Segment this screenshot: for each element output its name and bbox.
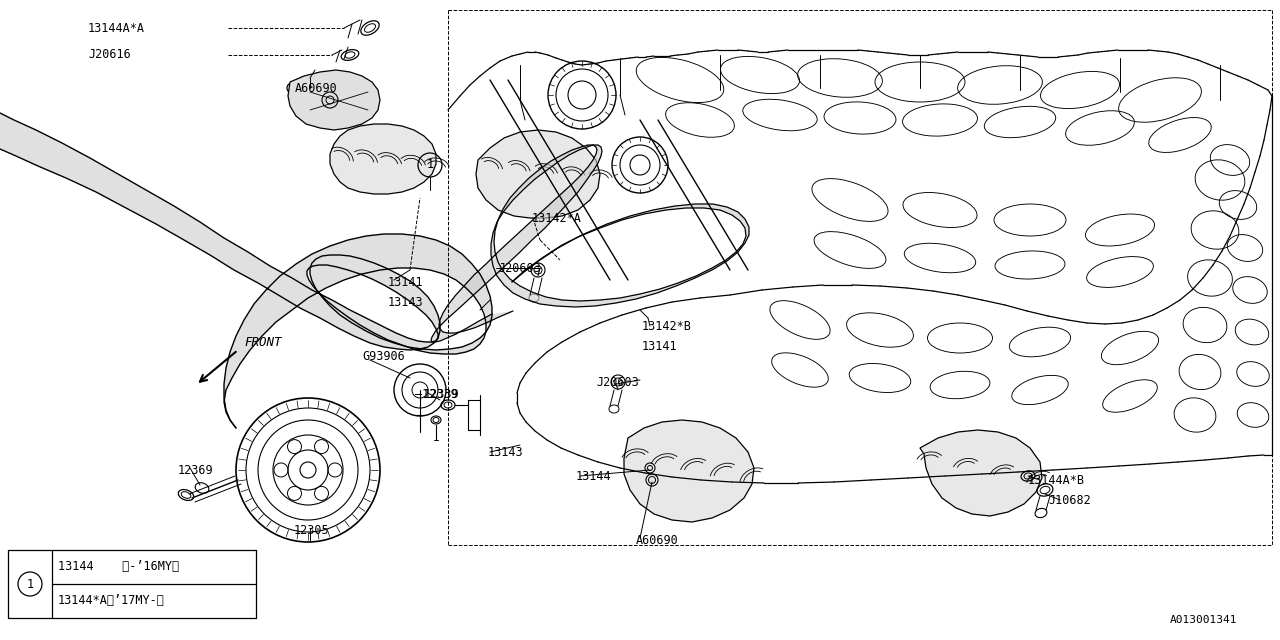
Text: 13142*B: 13142*B bbox=[643, 319, 692, 333]
Text: 13144    （-’16MY）: 13144 （-’16MY） bbox=[58, 561, 179, 573]
Polygon shape bbox=[0, 113, 492, 428]
Polygon shape bbox=[920, 430, 1042, 516]
Text: 12305: 12305 bbox=[294, 524, 330, 536]
Polygon shape bbox=[431, 145, 749, 342]
Polygon shape bbox=[330, 124, 436, 194]
Text: J20603: J20603 bbox=[596, 376, 639, 388]
Text: —12339: —12339 bbox=[415, 388, 458, 401]
Text: 13141: 13141 bbox=[643, 339, 677, 353]
Text: A60690: A60690 bbox=[294, 81, 338, 95]
Text: 13142*A: 13142*A bbox=[532, 211, 582, 225]
Polygon shape bbox=[625, 420, 754, 522]
Text: 13144A*B: 13144A*B bbox=[1028, 474, 1085, 486]
Text: 13144*A（’17MY-）: 13144*A（’17MY-） bbox=[58, 595, 165, 607]
Text: FRONT: FRONT bbox=[244, 335, 282, 349]
Text: 13143: 13143 bbox=[388, 296, 424, 308]
Text: 13144A*A: 13144A*A bbox=[88, 22, 145, 35]
Polygon shape bbox=[288, 70, 380, 130]
Text: G93906: G93906 bbox=[362, 349, 404, 362]
Text: J10682: J10682 bbox=[1048, 493, 1091, 506]
Text: 13141: 13141 bbox=[388, 275, 424, 289]
Text: 13144: 13144 bbox=[576, 470, 612, 483]
Text: 12339: 12339 bbox=[424, 388, 460, 401]
Text: 1: 1 bbox=[426, 159, 434, 172]
Text: 1: 1 bbox=[27, 577, 33, 591]
Text: A013001341: A013001341 bbox=[1170, 615, 1238, 625]
Polygon shape bbox=[476, 130, 600, 218]
Text: A60690: A60690 bbox=[636, 534, 678, 547]
Text: J20603: J20603 bbox=[498, 262, 540, 275]
Text: J20616: J20616 bbox=[88, 49, 131, 61]
Text: 13143: 13143 bbox=[488, 445, 524, 458]
Text: 12369: 12369 bbox=[178, 463, 214, 477]
